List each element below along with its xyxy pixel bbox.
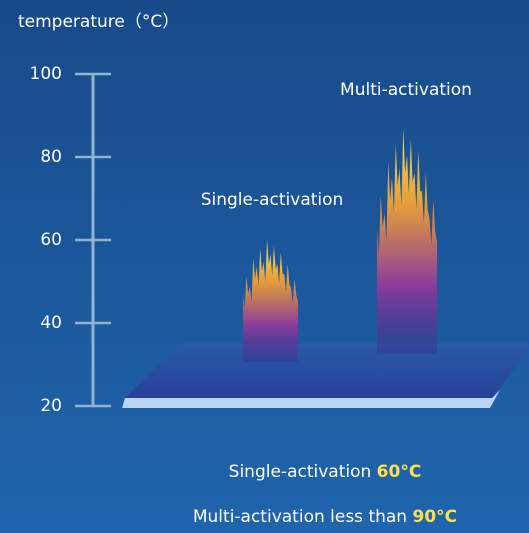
note-text: Single-activation — [229, 462, 372, 482]
category-label: Multi-activation — [340, 80, 472, 100]
note: Single-activation 60°C — [229, 462, 422, 482]
category-label: Single-activation — [201, 190, 344, 210]
flame — [377, 127, 437, 355]
note-highlight: 60°C — [377, 462, 422, 482]
note-highlight: 90°C — [412, 507, 457, 527]
y-tick-label: 40 — [40, 313, 62, 333]
note-text: Multi-activation less than — [193, 507, 407, 527]
platform-edge — [122, 390, 500, 408]
y-tick-label: 20 — [40, 396, 62, 416]
y-tick-label: 60 — [40, 230, 62, 250]
axis-title: temperature（°C） — [18, 12, 179, 32]
y-tick-label: 80 — [40, 147, 62, 167]
note: Multi-activation less than 90°C — [193, 507, 457, 527]
platform — [125, 343, 529, 398]
flame — [243, 240, 298, 362]
y-tick-label: 100 — [30, 64, 62, 84]
